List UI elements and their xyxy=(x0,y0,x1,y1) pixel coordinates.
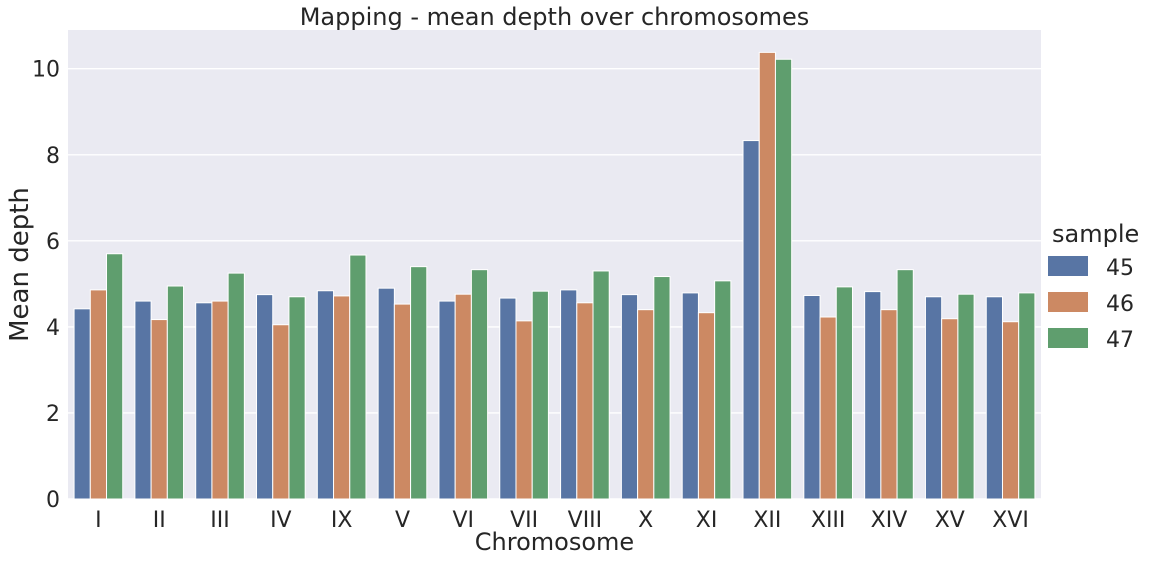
y-tick-label: 8 xyxy=(46,144,60,169)
bar-XII-sample-47 xyxy=(774,58,793,500)
legend-swatch-45 xyxy=(1048,256,1088,276)
y-axis-label: Mean depth xyxy=(5,187,35,342)
x-tick-label: II xyxy=(153,508,166,533)
bar-VII-sample-45 xyxy=(499,297,517,500)
bar-XV-sample-45 xyxy=(924,296,943,500)
y-tick-label: 4 xyxy=(46,316,60,341)
y-axis-ticks: 0 2 4 6 8 10 xyxy=(32,58,60,513)
bar-XV-sample-46 xyxy=(941,318,959,500)
bar-VIII-sample-46 xyxy=(576,302,594,500)
bar-XI-sample-47 xyxy=(714,280,732,500)
bar-III-sample-45 xyxy=(195,302,213,500)
bar-XIII-sample-47 xyxy=(835,286,853,500)
bar-IV-sample-47 xyxy=(288,296,306,500)
legend-label: 46 xyxy=(1106,292,1134,317)
bar-XVI-sample-45 xyxy=(985,296,1003,500)
bar-VIII-sample-47 xyxy=(592,270,610,500)
bar-V-sample-47 xyxy=(410,266,428,500)
bar-V-sample-46 xyxy=(393,303,412,500)
legend: sample 45 46 47 xyxy=(1048,220,1139,353)
bar-XI-sample-45 xyxy=(681,292,699,500)
bar-XIV-sample-46 xyxy=(880,309,898,500)
x-tick-label: III xyxy=(210,508,229,533)
bar-XIII-sample-46 xyxy=(819,316,837,500)
bar-X-sample-45 xyxy=(620,294,639,500)
bar-III-sample-46 xyxy=(211,300,229,500)
bar-III-sample-47 xyxy=(227,272,245,500)
x-tick-label: VI xyxy=(453,508,475,533)
legend-swatch-46 xyxy=(1048,292,1088,312)
y-tick-label: 2 xyxy=(46,402,60,427)
bar-V-sample-45 xyxy=(377,287,395,500)
legend-label: 47 xyxy=(1106,328,1134,353)
x-tick-label: XIV xyxy=(871,508,908,533)
y-tick-label: 10 xyxy=(32,58,60,83)
x-tick-label: XIII xyxy=(811,508,846,533)
bar-X-sample-47 xyxy=(653,276,671,500)
bar-XII-sample-46 xyxy=(758,51,776,500)
bar-XV-sample-47 xyxy=(957,293,975,500)
bar-VII-sample-46 xyxy=(515,320,533,500)
legend-label: 45 xyxy=(1106,256,1134,281)
bar-II-sample-46 xyxy=(150,319,168,500)
bar-II-sample-47 xyxy=(166,285,185,500)
bar-I-sample-47 xyxy=(106,253,124,500)
x-axis-ticks: I II III IV IX V VI VII VIII X XI XII XIII XIV XV XVI xyxy=(95,508,1029,533)
x-tick-label: IX xyxy=(331,508,353,533)
x-tick-label: XV xyxy=(935,508,965,533)
bar-I-sample-45 xyxy=(73,308,91,500)
x-tick-label: XVI xyxy=(992,508,1029,533)
bar-XIII-sample-45 xyxy=(803,294,821,500)
chart-title: Mapping - mean depth over chromosomes xyxy=(300,3,810,31)
x-tick-label: VII xyxy=(510,508,538,533)
bar-XVI-sample-46 xyxy=(1001,321,1020,500)
bar-XIV-sample-45 xyxy=(864,291,882,500)
bar-II-sample-45 xyxy=(134,300,152,500)
bar-IV-sample-45 xyxy=(256,294,274,500)
bar-VII-sample-47 xyxy=(531,290,549,500)
bar-XII-sample-45 xyxy=(742,140,760,500)
bar-XIV-sample-47 xyxy=(896,269,914,500)
bars xyxy=(73,51,1036,500)
bar-VI-sample-46 xyxy=(454,293,472,500)
legend-swatch-47 xyxy=(1048,328,1088,348)
bar-XI-sample-46 xyxy=(697,312,716,500)
x-tick-label: X xyxy=(638,508,653,533)
y-tick-label: 0 xyxy=(46,488,60,513)
bar-X-sample-46 xyxy=(637,309,655,500)
bar-VIII-sample-45 xyxy=(560,289,578,500)
bar-IX-sample-46 xyxy=(333,295,351,500)
bar-I-sample-46 xyxy=(89,289,108,500)
x-tick-label: XI xyxy=(696,508,718,533)
bar-XVI-sample-47 xyxy=(1018,292,1036,500)
x-tick-label: IV xyxy=(270,508,292,533)
x-tick-label: V xyxy=(395,508,410,533)
x-tick-label: I xyxy=(95,508,102,533)
bar-IV-sample-46 xyxy=(272,324,290,500)
y-tick-label: 6 xyxy=(46,230,60,255)
bar-IX-sample-45 xyxy=(316,290,335,500)
x-tick-label: XII xyxy=(753,508,781,533)
bar-VI-sample-45 xyxy=(438,300,456,500)
bar-IX-sample-47 xyxy=(349,254,367,500)
x-tick-label: VIII xyxy=(568,508,603,533)
legend-title: sample xyxy=(1052,220,1139,248)
bar-VI-sample-47 xyxy=(470,269,489,500)
x-axis-label: Chromosome xyxy=(475,528,634,556)
